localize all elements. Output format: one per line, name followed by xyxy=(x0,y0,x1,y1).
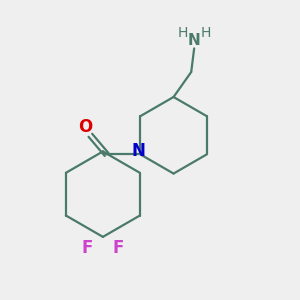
Text: N: N xyxy=(188,33,200,48)
Text: H: H xyxy=(177,26,188,40)
Text: F: F xyxy=(112,239,124,257)
Text: F: F xyxy=(82,239,93,257)
Text: N: N xyxy=(132,142,146,160)
Text: H: H xyxy=(201,26,211,40)
Text: O: O xyxy=(78,118,92,136)
